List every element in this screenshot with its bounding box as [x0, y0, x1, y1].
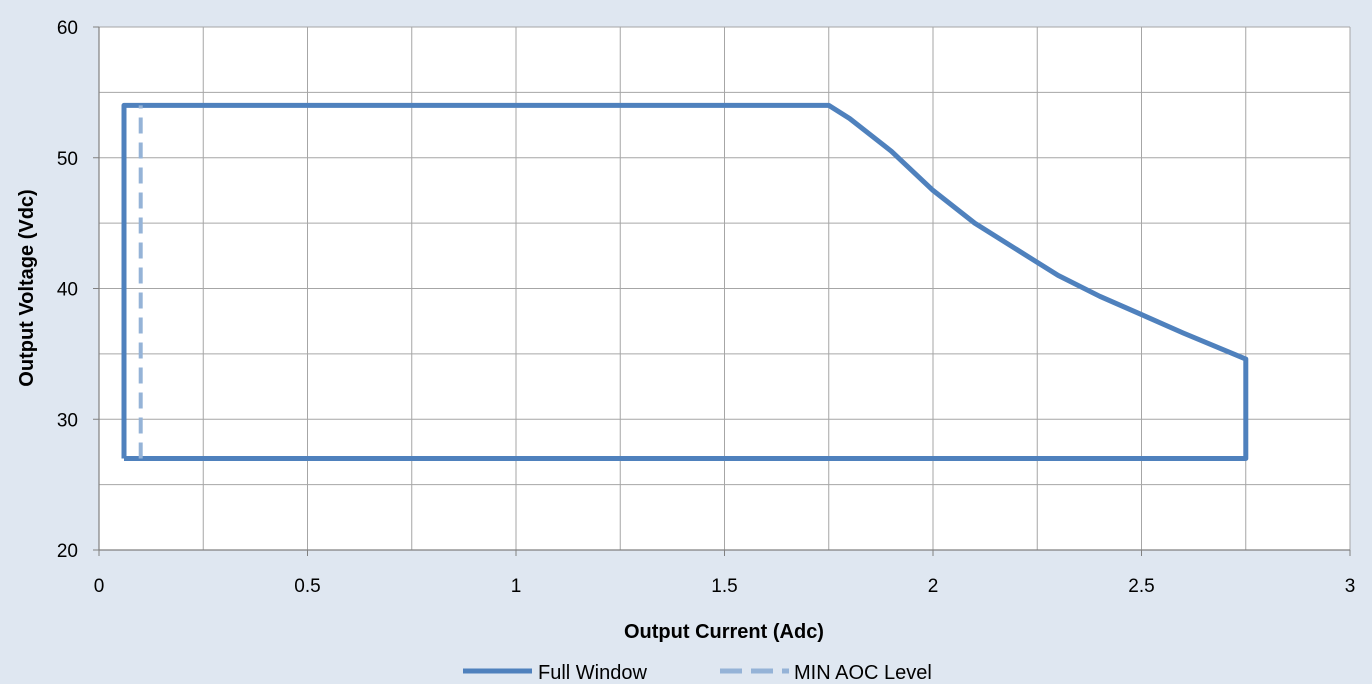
y-tick-label: 60: [57, 18, 78, 39]
x-tick-label: 1: [511, 576, 522, 597]
x-tick-label: 2: [928, 576, 939, 597]
x-tick-label: 1.5: [711, 576, 737, 597]
y-tick-label: 40: [57, 280, 78, 301]
grid-lines: [99, 26, 1351, 550]
legend-label-full-window: Full Window: [538, 662, 647, 684]
x-tick-label: 3: [1345, 576, 1356, 597]
x-tick-label: 2.5: [1128, 576, 1154, 597]
series-line-full-window: [121, 102, 1249, 461]
x-tick-label: 0.5: [294, 576, 320, 597]
legend: Full Window MIN AOC Level: [463, 662, 932, 684]
plot-series: [121, 102, 1249, 461]
y-axis-title: Output Voltage (Vdc): [16, 189, 38, 386]
x-axis-title: Output Current (Adc): [624, 621, 824, 643]
x-tick-label: 0: [94, 576, 105, 597]
tick-labels: 0 0.5 1 1.5 2 2.5 3 20 30 40 50 60: [57, 18, 1355, 597]
y-tick-label: 50: [57, 149, 78, 170]
y-tick-label: 30: [57, 410, 78, 431]
y-tick-label: 20: [57, 541, 78, 562]
legend-label-min-aoc-level: MIN AOC Level: [794, 662, 932, 684]
